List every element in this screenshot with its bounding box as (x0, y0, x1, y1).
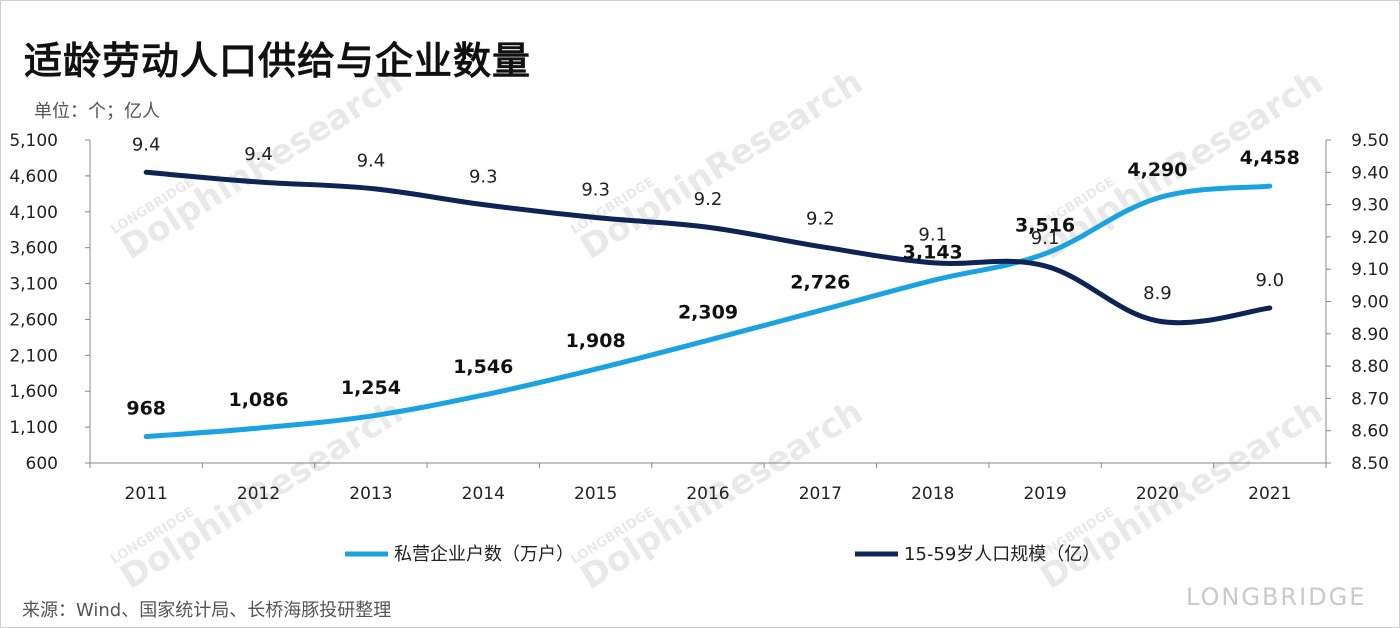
y-right-tick-label: 9.40 (1351, 163, 1389, 183)
data-label-enterprises: 1,908 (566, 330, 626, 352)
y-right-tick-label: 8.90 (1351, 325, 1389, 345)
data-label-enterprises: 2,726 (790, 271, 850, 293)
data-point-enterprises (144, 435, 148, 439)
data-label-enterprises: 4,290 (1127, 159, 1187, 181)
y-left-tick-label: 2,600 (9, 310, 58, 330)
data-label-enterprises: 1,546 (453, 356, 513, 378)
x-tick-label: 2019 (1023, 484, 1066, 504)
data-point-enterprises (257, 426, 261, 430)
source-note: 来源：Wind、国家统计局、长桥海豚投研整理 (22, 600, 392, 621)
y-right-tick-label: 9.50 (1351, 131, 1389, 151)
legend-label-enterprises: 私营企业户数（万户） (394, 544, 574, 565)
data-label-population: 9.2 (806, 209, 835, 230)
y-right-tick-label: 8.50 (1351, 454, 1389, 474)
y-right-tick-label: 8.80 (1351, 357, 1389, 377)
data-point-enterprises (1268, 184, 1272, 188)
data-point-enterprises (594, 367, 598, 371)
data-label-population: 8.9 (1143, 283, 1172, 304)
y-left-tick-label: 5,100 (9, 131, 58, 151)
x-tick-label: 2015 (574, 484, 617, 504)
data-label-population: 9.3 (581, 180, 610, 201)
y-left-tick-label: 1,100 (9, 418, 58, 438)
data-label-enterprises: 3,516 (1015, 215, 1075, 237)
y-left-tick-label: 1,600 (9, 382, 58, 402)
x-tick-label: 2021 (1248, 484, 1291, 504)
data-label-population: 9.4 (357, 150, 386, 171)
data-label-enterprises: 4,458 (1240, 147, 1300, 169)
data-point-population (1043, 264, 1047, 268)
y-right-tick-label: 9.00 (1351, 293, 1389, 313)
data-point-population (257, 180, 261, 184)
y-right-tick-label: 9.10 (1351, 260, 1389, 280)
y-right-tick-label: 9.30 (1351, 196, 1389, 216)
data-point-population (144, 170, 148, 174)
unit-label: 单位：个；亿人 (34, 101, 160, 122)
data-point-enterprises (931, 278, 935, 282)
x-tick-label: 2013 (349, 484, 392, 504)
data-point-population (1268, 306, 1272, 310)
data-point-population (1155, 319, 1159, 323)
x-tick-label: 2012 (237, 484, 280, 504)
data-point-enterprises (706, 338, 710, 342)
x-tick-label: 2018 (911, 484, 954, 504)
y-left-tick-label: 3,100 (9, 275, 58, 295)
data-point-population (369, 186, 373, 190)
y-left-tick-label: 600 (26, 454, 58, 474)
legend-label-population: 15-59岁人口规模（亿） (904, 544, 1100, 565)
y-left-tick-label: 2,100 (9, 346, 58, 366)
data-point-population (931, 261, 935, 265)
data-point-population (706, 225, 710, 229)
data-point-enterprises (818, 308, 822, 312)
data-point-population (594, 216, 598, 220)
y-right-tick-label: 8.60 (1351, 422, 1389, 442)
data-label-enterprises: 2,309 (678, 301, 738, 323)
data-label-population: 9.2 (694, 189, 723, 210)
data-label-population: 9.4 (132, 134, 161, 155)
data-label-population: 9.3 (469, 167, 498, 188)
x-tick-label: 2020 (1136, 484, 1179, 504)
watermark-brand: LONGBRIDGE (1186, 583, 1367, 611)
data-label-population: 9.1 (1031, 228, 1060, 249)
y-left-tick-label: 4,100 (9, 203, 58, 223)
x-tick-label: 2016 (686, 484, 729, 504)
data-label-enterprises: 1,254 (341, 377, 401, 399)
data-point-population (818, 245, 822, 249)
data-point-enterprises (1043, 252, 1047, 256)
data-label-population: 9.1 (918, 225, 947, 246)
data-label-enterprises: 1,086 (228, 389, 288, 411)
data-point-enterprises (481, 393, 485, 397)
y-left-tick-label: 4,600 (9, 167, 58, 187)
svg-text:DolphinResearch: DolphinResearch (574, 62, 870, 268)
chart-title: 适龄劳动人口供给与企业数量 (24, 39, 532, 83)
data-label-enterprises: 968 (126, 398, 166, 420)
data-point-population (481, 203, 485, 207)
data-label-enterprises: 3,143 (903, 241, 963, 263)
x-tick-label: 2014 (462, 484, 505, 504)
data-label-population: 9.4 (244, 144, 273, 165)
data-label-population: 9.0 (1255, 270, 1284, 291)
data-point-enterprises (369, 414, 373, 418)
y-right-tick-label: 8.70 (1351, 389, 1389, 409)
data-point-enterprises (1155, 196, 1159, 200)
x-tick-label: 2011 (125, 484, 168, 504)
y-right-tick-label: 9.20 (1351, 228, 1389, 248)
x-tick-label: 2017 (799, 484, 842, 504)
y-left-tick-label: 3,600 (9, 239, 58, 259)
